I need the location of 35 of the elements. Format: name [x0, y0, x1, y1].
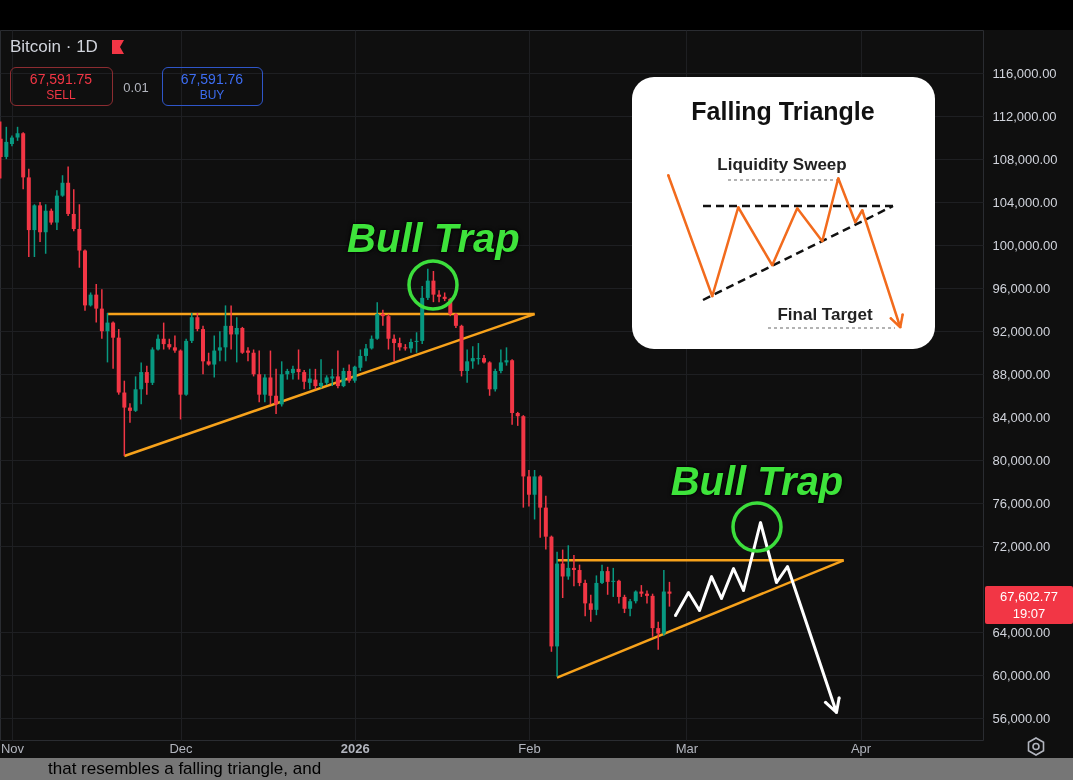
y-tick-label: 56,000.00 [992, 710, 1051, 726]
annotation: 67,591.75 [29, 71, 93, 87]
y-tick-label: 96,000.00 [992, 280, 1051, 296]
x-tick-label: Apr [850, 740, 872, 756]
y-tick-label: 112,000.00 [992, 108, 1057, 124]
y-tick-label: 80,000.00 [992, 452, 1051, 468]
annotation: 67,591.76 [180, 71, 244, 87]
y-tick-label: 76,000.00 [992, 495, 1051, 511]
annotation: BUY [199, 88, 225, 102]
text: 67,602.77 [1000, 588, 1058, 604]
y-tick-label: 104,000.00 [992, 194, 1058, 210]
x-tick-label: 2026 [340, 740, 370, 756]
y-tick-label: 100,000.00 [992, 237, 1058, 253]
y-tick-label: 72,000.00 [992, 538, 1051, 554]
annotation: Final Target [777, 305, 873, 325]
annotation: 0.01 [123, 79, 149, 95]
y-tick-label: 88,000.00 [992, 366, 1051, 382]
text: 19:07 [1012, 605, 1046, 621]
x-tick-label: Nov [0, 740, 25, 756]
annotation: SELL [46, 88, 76, 102]
y-tick-label: 84,000.00 [992, 409, 1051, 425]
x-tick-label: Mar [675, 740, 699, 756]
chart-title: Bitcoin · 1D [10, 37, 98, 57]
annotation: Bull Trap [347, 215, 520, 261]
y-tick-label: 60,000.00 [992, 667, 1051, 683]
chart-title: Falling Triangle [691, 96, 875, 126]
y-tick-label: 116,000.00 [992, 65, 1057, 81]
annotation: Bull Trap [670, 458, 844, 504]
text: that resembles a falling triangle, and [48, 759, 322, 779]
annotation: Liquidity Sweep [717, 155, 847, 175]
x-tick-label: Feb [518, 740, 541, 756]
y-tick-label: 108,000.00 [992, 151, 1058, 167]
y-tick-label: 92,000.00 [992, 323, 1051, 339]
y-tick-label: 64,000.00 [992, 624, 1051, 640]
x-tick-label: Dec [169, 740, 194, 756]
